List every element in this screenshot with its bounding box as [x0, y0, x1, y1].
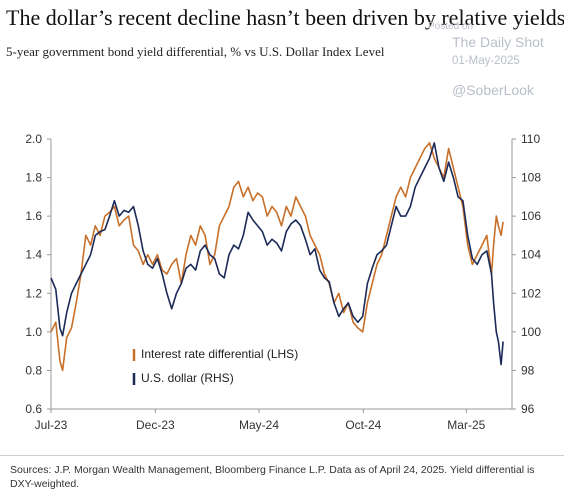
y-right-tick-label: 108 — [521, 171, 541, 185]
y-left-tick-label: 1.4 — [25, 248, 42, 262]
chart-title: The dollar’s recent decline hasn’t been … — [6, 5, 564, 30]
y-left-tick-label: 0.6 — [25, 402, 42, 416]
y-right-tick-label: 98 — [521, 363, 535, 377]
y-left-tick-label: 1.6 — [25, 209, 42, 223]
watermark-handle: @SoberLook — [452, 82, 534, 98]
x-tick-label: Mar-25 — [447, 418, 485, 432]
y-right-tick-label: 104 — [521, 248, 541, 262]
series-line-differential — [50, 142, 504, 372]
source-note: Sources: J.P. Morgan Wealth Management, … — [10, 464, 535, 490]
y-right-tick-label: 100 — [521, 325, 541, 339]
y-right-tick-label: 106 — [521, 209, 541, 223]
x-tick-label: Jul-23 — [35, 418, 68, 432]
y-right-tick-label: 110 — [521, 132, 540, 146]
watermark-posted-on: Posted on — [428, 21, 474, 32]
legend-label-differential: Interest rate differential (LHS) — [141, 347, 298, 361]
series-line-dollar — [50, 142, 504, 366]
y-left-tick-label: 1.8 — [25, 171, 42, 185]
dual-axis-line-chart: 0.6 0.8 1.0 1.2 1.4 1.6 1.8 2.0 96 98 100 102 104 106… — [25, 132, 541, 432]
x-tick-label: May-24 — [239, 418, 279, 432]
x-tick-label: Dec-23 — [136, 418, 175, 432]
watermark-date: 01-May-2025 — [452, 55, 520, 67]
y-left-tick-label: 2.0 — [25, 132, 42, 146]
y-right-tick-label: 102 — [521, 286, 541, 300]
y-right-tick-label: 96 — [521, 402, 535, 416]
x-tick-label: Oct-24 — [345, 418, 381, 432]
footer-divider — [0, 455, 564, 456]
chart-subtitle: 5-year government bond yield differentia… — [6, 44, 385, 59]
y-left-tick-label: 1.2 — [25, 286, 42, 300]
legend-label-dollar: U.S. dollar (RHS) — [141, 371, 234, 385]
watermark-site-name: The Daily Shot — [452, 34, 544, 50]
y-left-tick-label: 0.8 — [25, 363, 42, 377]
y-left-tick-label: 1.0 — [25, 325, 42, 339]
